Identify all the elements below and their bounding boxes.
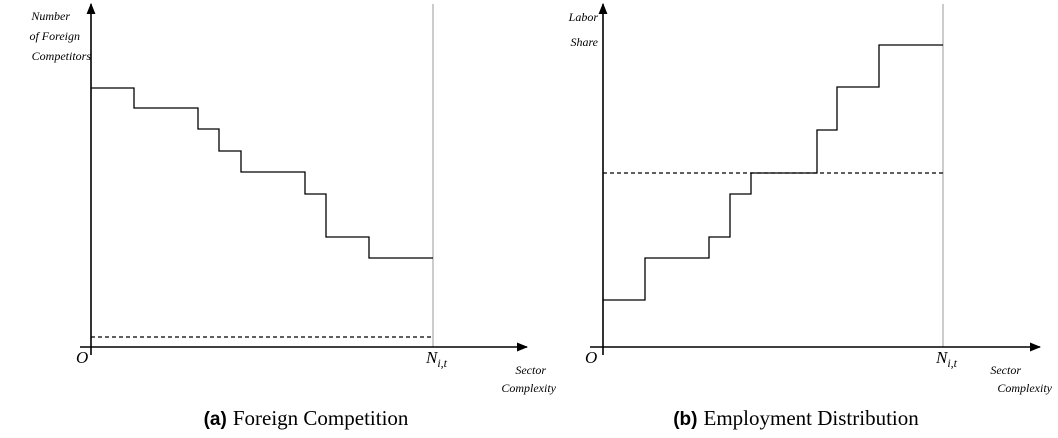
y-label: Labor — [568, 10, 599, 24]
x-label: Sector — [515, 363, 546, 377]
y-label: Share — [570, 35, 598, 49]
x-end-label: Ni,t — [935, 348, 958, 370]
x-end-sub: i,t — [947, 356, 957, 370]
caption: (a) Foreign Competition — [204, 406, 409, 430]
x-label: Complexity — [501, 381, 556, 395]
x-end-main: N — [425, 348, 439, 367]
x-end-label: Ni,t — [425, 348, 448, 370]
origin-label: O — [585, 348, 597, 367]
x-label: Complexity — [997, 381, 1052, 395]
step-curve — [91, 87, 433, 259]
y-label: Competitors — [32, 49, 92, 63]
y-label: Number — [30, 9, 70, 23]
caption-tag: (b) — [673, 409, 697, 430]
panel-b: Labor Share O Ni,t Sector Complexity (b)… — [568, 2, 1053, 430]
caption-text: Foreign Competition — [233, 406, 409, 430]
x-end-main: N — [935, 348, 949, 367]
step-curve — [603, 44, 943, 301]
panel-a: Number of Foreign Competitors O Ni,t Sec… — [29, 2, 557, 430]
origin-label: O — [76, 348, 88, 367]
y-label: of Foreign — [29, 29, 80, 43]
caption-tag: (a) — [204, 409, 227, 430]
caption-text: Employment Distribution — [704, 406, 920, 430]
x-end-sub: i,t — [437, 356, 447, 370]
x-label: Sector — [990, 363, 1021, 377]
caption: (b) Employment Distribution — [673, 406, 919, 430]
